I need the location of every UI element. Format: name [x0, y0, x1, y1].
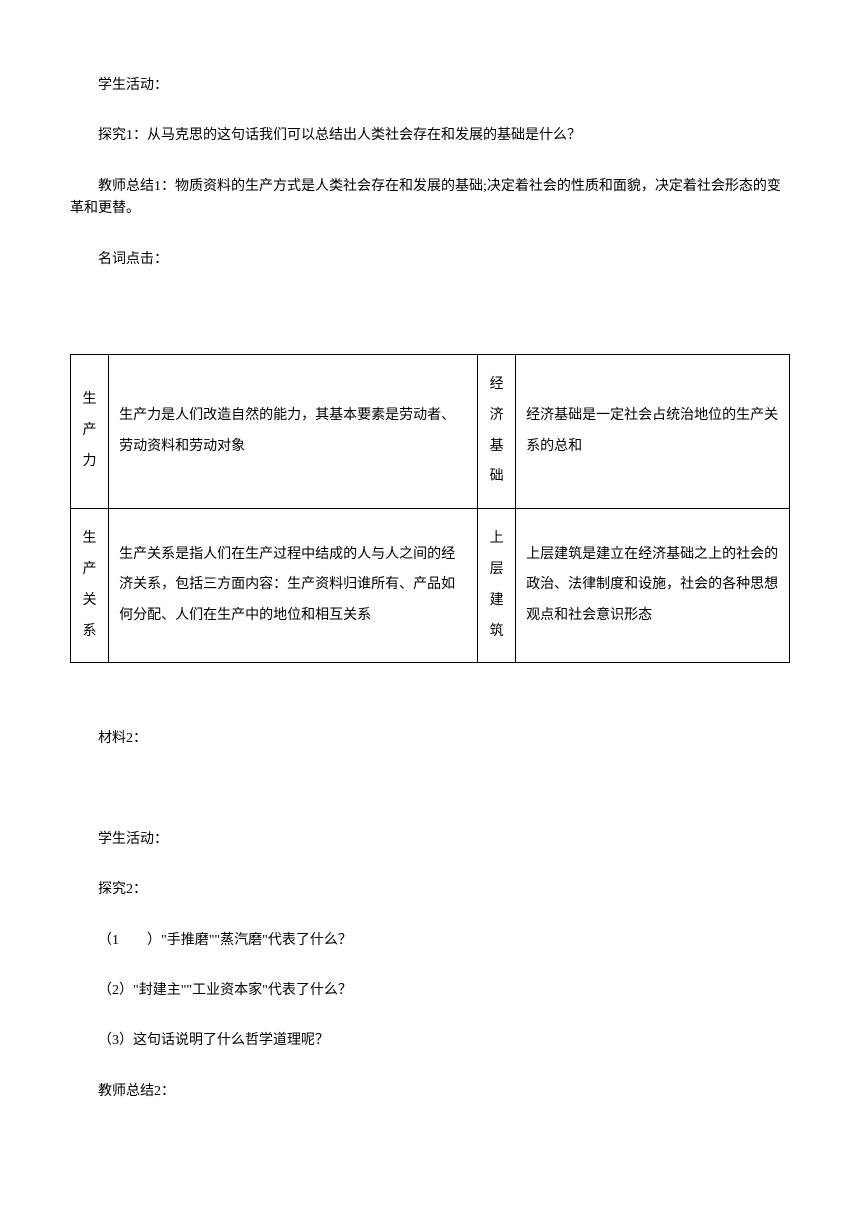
char: 建: [490, 586, 504, 617]
term-highlight: 名词点击：: [70, 249, 790, 271]
cell-term-4: 上 层 建 筑: [478, 509, 516, 663]
cell-def-1: 生产力是人们改造自然的能力，其基本要素是劳动者、劳动资料和劳动对象: [109, 354, 478, 508]
cell-term-1: 生 产 力: [71, 354, 109, 508]
char: 关: [83, 586, 97, 617]
char: 产: [83, 555, 97, 586]
definitions-table: 生 产 力 生产力是人们改造自然的能力，其基本要素是劳动者、劳动资料和劳动对象 …: [70, 354, 790, 663]
student-activity-2: 学生活动：: [70, 829, 790, 851]
material-2: 材料2：: [70, 728, 790, 750]
char: 础: [490, 462, 504, 493]
table-row: 生 产 力 生产力是人们改造自然的能力，其基本要素是劳动者、劳动资料和劳动对象 …: [71, 354, 790, 508]
cell-term-3: 生 产 关 系: [71, 509, 109, 663]
teacher-summary-1: 教师总结1：物质资料的生产方式是人类社会存在和发展的基础;决定着社会的性质和面貌…: [70, 176, 790, 221]
table-row: 生 产 关 系 生产关系是指人们在生产过程中结成的人与人之间的经济关系，包括三方…: [71, 509, 790, 663]
char: 基: [490, 432, 504, 463]
cell-def-2: 经济基础是一定社会占统治地位的生产关系的总和: [516, 354, 790, 508]
char: 生: [83, 524, 97, 555]
cell-def-4: 上层建筑是建立在经济基础之上的社会的政治、法律制度和设施，社会的各种思想观点和社…: [516, 509, 790, 663]
inquiry-2: 探究2：: [70, 879, 790, 901]
question-3: （3）这句话说明了什么哲学道理呢？: [70, 1030, 790, 1052]
char: 力: [83, 447, 97, 478]
char: 济: [490, 401, 504, 432]
inquiry-1: 探究1：从马克思的这句话我们可以总结出人类社会存在和发展的基础是什么？: [70, 125, 790, 147]
char: 生: [83, 385, 97, 416]
question-1: （1 ）"手推磨""蒸汽磨"代表了什么？: [70, 930, 790, 952]
char: 上: [490, 524, 504, 555]
student-activity-1: 学生活动：: [70, 75, 790, 97]
question-2: （2）"封建主""工业资本家"代表了什么？: [70, 980, 790, 1002]
cell-def-3: 生产关系是指人们在生产过程中结成的人与人之间的经济关系，包括三方面内容：生产资料…: [109, 509, 478, 663]
char: 系: [83, 617, 97, 648]
char: 产: [83, 416, 97, 447]
char: 层: [490, 555, 504, 586]
char: 筑: [490, 617, 504, 648]
char: 经: [490, 370, 504, 401]
cell-term-2: 经 济 基 础: [478, 354, 516, 508]
teacher-summary-2: 教师总结2：: [70, 1081, 790, 1103]
